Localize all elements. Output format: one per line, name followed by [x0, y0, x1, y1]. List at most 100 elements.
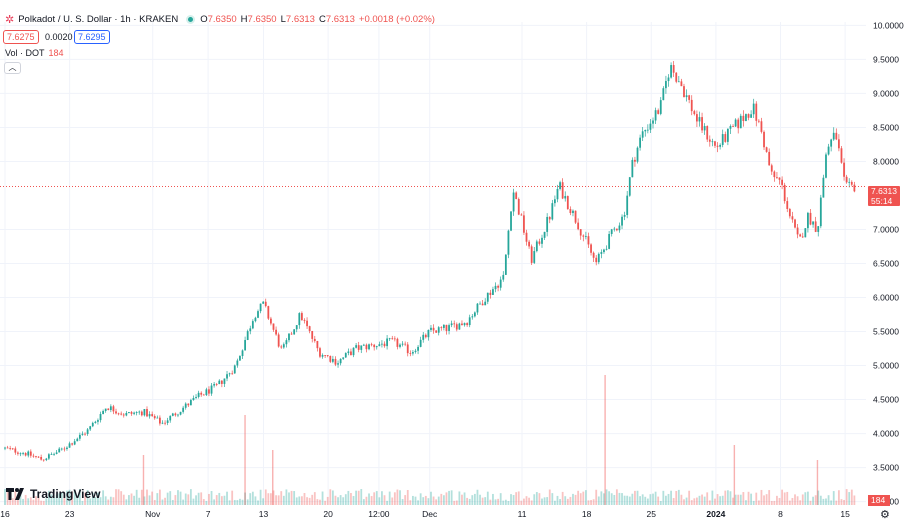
volume-bar: [432, 496, 435, 505]
candle-body: [355, 345, 358, 348]
candle-body: [270, 318, 272, 324]
volume-bar: [665, 495, 667, 505]
volume-bar: [27, 498, 30, 505]
volume-bar: [326, 496, 329, 505]
volume-bar: [386, 500, 388, 505]
volume-bar: [755, 492, 758, 505]
candle-body: [646, 129, 649, 131]
candle-body: [639, 137, 642, 148]
volume-bar: [843, 499, 845, 505]
volume-bar: [208, 493, 210, 505]
volume-bar: [6, 490, 9, 505]
volume-bar: [548, 489, 551, 505]
candle-body: [819, 197, 822, 227]
sell-price-button[interactable]: 7.6275: [3, 30, 39, 44]
volume-bar: [146, 489, 148, 505]
volume-bar: [603, 493, 605, 505]
spread-value: 0.0020: [45, 32, 73, 42]
volume-bar: [14, 490, 17, 505]
volume-bar: [597, 496, 600, 505]
volume-bar: [24, 494, 27, 505]
volume-bar: [347, 490, 350, 505]
candle-body: [362, 344, 365, 346]
volume-bar: [623, 495, 626, 505]
volume-bar: [788, 500, 791, 505]
candle-body: [187, 403, 190, 406]
candle-body: [50, 454, 53, 455]
volume-bar: [76, 497, 79, 505]
symbol-legend: ✲ Polkadot / U. S. Dollar · 1h · KRAKEN …: [5, 13, 439, 26]
candle-body: [262, 301, 265, 304]
candle-body: [448, 325, 450, 331]
candle-body: [662, 88, 665, 101]
candle-body: [683, 86, 685, 98]
volume-bar: [804, 492, 807, 505]
candle-body: [430, 327, 432, 330]
candle-body: [579, 229, 582, 236]
volume-bar: [448, 490, 450, 505]
chevron-up-icon: ︿: [8, 63, 17, 72]
candle-body: [613, 228, 616, 230]
volume-bar: [657, 496, 660, 505]
volume-bar: [331, 490, 334, 505]
volume-bar: [17, 496, 19, 505]
candle-body: [840, 148, 843, 163]
tradingview-logo-icon: [6, 488, 24, 500]
candle-body: [11, 448, 14, 450]
volume-legend: Vol · DOT 184: [5, 48, 64, 58]
volume-bar: [667, 493, 670, 505]
candle-body: [468, 317, 471, 326]
candle-body: [528, 241, 530, 247]
volume-bar: [817, 490, 820, 505]
candle-body: [128, 412, 130, 413]
time-axis[interactable]: 16 23 Nov 7 13 20 12:00 Dec 11 18 25 2024 8 15: [0, 509, 850, 519]
volume-bar: [417, 500, 419, 505]
volume-bar: [233, 499, 236, 505]
volume-bar: [646, 498, 649, 505]
volume-bar: [786, 491, 789, 505]
volume-bar: [435, 499, 438, 505]
candle-body: [386, 338, 388, 347]
volume-spike: [142, 455, 145, 505]
price-tick-label: 6.0000: [873, 293, 899, 303]
candle-body: [631, 159, 634, 178]
candle-body: [280, 346, 283, 348]
volume-bar: [280, 491, 283, 505]
candle-body: [512, 192, 515, 212]
volume-bar: [393, 492, 396, 505]
volume-bar: [492, 493, 494, 505]
candle-body: [515, 192, 518, 199]
candle-body: [830, 139, 833, 147]
time-tick-label: 18: [582, 509, 592, 519]
candle-body: [244, 340, 246, 351]
ohlc-open-value: 7.6350: [207, 14, 237, 25]
market-status-icon[interactable]: [186, 15, 196, 24]
candle-body: [257, 311, 259, 318]
gear-icon[interactable]: ⚙: [880, 509, 890, 521]
candle-body: [584, 236, 587, 237]
volume-bar: [832, 491, 835, 505]
candle-body: [739, 115, 742, 129]
tradingview-logo[interactable]: TradingView: [6, 487, 100, 501]
volume-bar: [267, 493, 270, 505]
volume-bar: [479, 494, 481, 505]
candle-body: [189, 400, 192, 406]
candle-body: [667, 77, 670, 82]
volume-bar: [853, 495, 856, 505]
time-tick-label: Nov: [145, 509, 161, 519]
candle-body: [659, 100, 662, 114]
candle-body: [66, 447, 68, 449]
collapse-legend-button[interactable]: ︿: [4, 62, 21, 74]
price-axis[interactable]: 10.0000 9.5000 9.0000 8.5000 8.0000 7.0000 6.5…: [873, 20, 904, 506]
buy-price-button[interactable]: 7.6295: [74, 30, 110, 44]
volume-bar: [223, 495, 226, 505]
candle-body: [533, 251, 536, 263]
candle-body: [76, 438, 79, 442]
volume-bar: [254, 496, 257, 505]
candle-body: [298, 313, 301, 326]
volume-bar: [306, 497, 308, 505]
candle-body: [644, 129, 647, 132]
candle-body: [347, 351, 350, 354]
volume-bar: [109, 496, 112, 505]
